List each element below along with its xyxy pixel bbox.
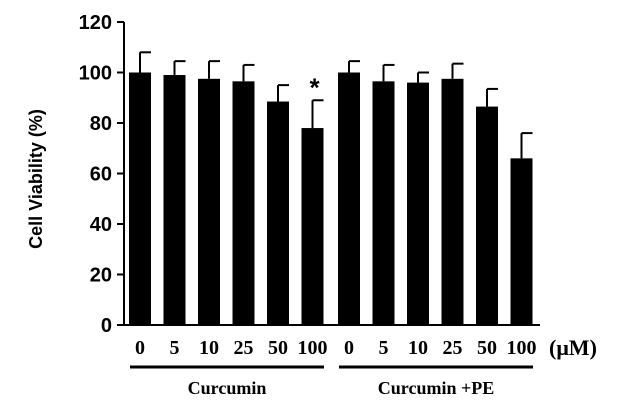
x-tick-label: 100 [507,337,537,359]
group-label: Curcumin [188,378,267,398]
y-tick-label: 0 [101,315,112,337]
x-tick-label: 0 [135,337,145,359]
bar [232,81,255,326]
x-tick-label: 10 [199,337,219,359]
annotations: * [309,72,320,102]
y-tick-label: 60 [90,164,112,186]
bar [372,81,395,326]
y-axis-label: Cell Viability (%) [26,109,46,249]
bar [129,72,151,325]
bar [301,128,324,325]
x-unit-label: (μM) [549,335,597,360]
y-tick-label: 40 [90,214,112,236]
x-tick-label: 25 [234,337,254,359]
group-label: Curcumin +PE [378,378,494,398]
group-labels: Curcumin Curcumin +PE [130,365,533,398]
y-tick-label: 120 [79,12,112,34]
bar [476,106,498,326]
bar [267,101,289,325]
x-ticks: 0 5 10 25 50 100 0 5 10 25 50 100 [135,337,537,359]
x-tick-label: 0 [344,337,354,359]
x-tick-label: 100 [298,337,328,359]
bar [407,82,429,325]
x-tick-label: 10 [408,337,428,359]
bar [510,158,533,325]
x-tick-label: 5 [379,337,389,359]
bars-layer [129,72,533,326]
x-tick-label: 25 [443,337,463,359]
bar [441,78,464,325]
bar [198,78,220,325]
x-tick-label: 50 [477,337,497,359]
significance-mark: * [309,72,320,102]
y-tick-label: 80 [90,113,112,135]
x-tick-label: 50 [268,337,288,359]
bar [338,72,360,325]
y-tick-label: 100 [79,63,112,85]
x-tick-label: 5 [170,337,180,359]
error-bars-layer [139,51,533,159]
y-tick-label: 20 [90,265,112,287]
bar [163,75,186,326]
y-ticks: 0 20 40 60 80 100 120 [79,12,124,337]
